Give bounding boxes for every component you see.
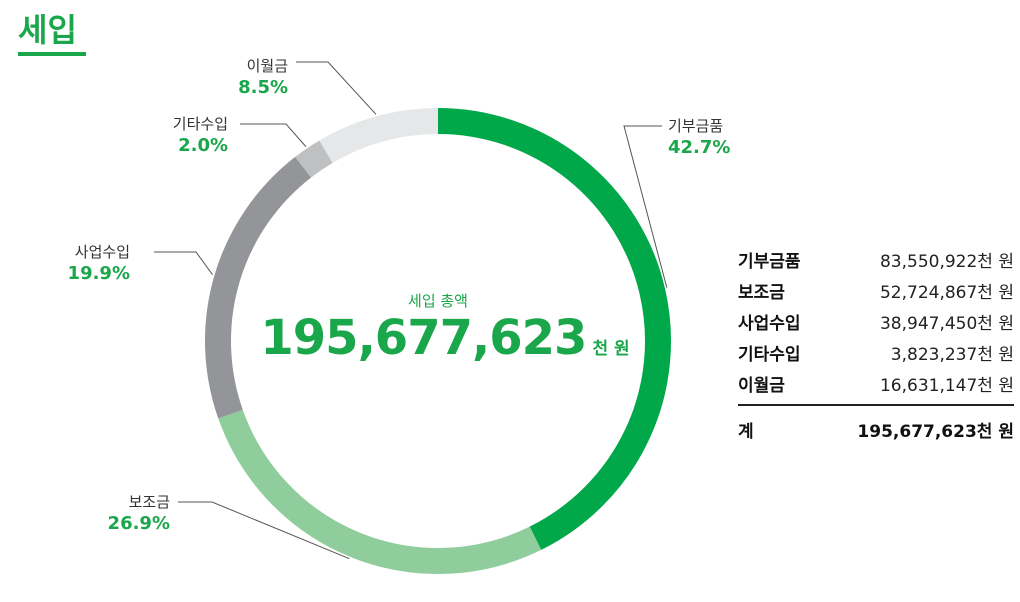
leader-lines <box>154 61 668 560</box>
table-row: 보조금 52,724,867천 원 <box>738 275 1014 306</box>
table-row: 사업수입 38,947,450천 원 <box>738 306 1014 337</box>
row-label: 보조금 <box>738 283 785 303</box>
donut-slice-4 <box>295 140 333 178</box>
donut-slice-2 <box>218 409 542 574</box>
callout-name: 이월금 <box>246 57 288 75</box>
table-row: 이월금 16,631,147천 원 <box>738 368 1014 399</box>
row-label: 기타수입 <box>738 345 801 365</box>
summary-table: 기부금품 83,550,922천 원 보조금 52,724,867천 원 사업수… <box>738 244 1014 446</box>
callout-name: 기타수입 <box>172 115 228 133</box>
table-row: 기부금품 83,550,922천 원 <box>738 244 1014 275</box>
row-label: 이월금 <box>738 376 785 396</box>
center-label: 세입 총액 <box>408 292 468 310</box>
leader-line-1 <box>623 125 668 288</box>
callout-percent: 19.9% <box>67 263 130 284</box>
leader-line-2 <box>178 501 350 560</box>
total-amount: 195,677,623천 원 <box>857 421 1014 442</box>
donut-slice-5 <box>319 108 439 163</box>
row-label: 사업수입 <box>738 314 801 334</box>
callout-percent: 42.7% <box>668 137 731 158</box>
callout-percent: 2.0% <box>178 135 228 156</box>
row-amount: 3,823,237천 원 <box>890 345 1014 365</box>
leader-line-3 <box>154 251 213 276</box>
table-row: 기타수입 3,823,237천 원 <box>738 337 1014 368</box>
callout-carryover: 이월금 8.5% <box>212 56 288 100</box>
leader-line-4 <box>240 123 307 147</box>
donut-slice-1 <box>437 108 671 550</box>
center-total-value: 195,677,623 <box>260 310 587 366</box>
title-underline <box>18 52 86 56</box>
callout-name: 사업수입 <box>74 243 130 261</box>
callout-percent: 8.5% <box>238 77 288 98</box>
donut-slice-3 <box>205 156 312 419</box>
callout-name: 기부금품 <box>668 117 724 135</box>
callout-name: 보조금 <box>128 493 170 511</box>
callout-donations: 기부금품 42.7% <box>668 116 730 160</box>
page-title: 세입 <box>18 11 77 49</box>
callout-business-income: 사업수입 19.9% <box>50 242 130 286</box>
donut-slices <box>205 108 671 574</box>
table-divider <box>738 404 1014 406</box>
row-amount: 83,550,922천 원 <box>879 252 1014 272</box>
row-amount: 52,724,867천 원 <box>879 283 1014 303</box>
callout-other-income: 기타수입 2.0% <box>150 114 228 158</box>
center-total-unit: 천 원 <box>592 339 630 359</box>
callout-subsidy: 보조금 26.9% <box>96 492 170 536</box>
row-label: 기부금품 <box>738 252 801 272</box>
total-label: 계 <box>738 421 754 442</box>
row-amount: 16,631,147천 원 <box>879 376 1014 396</box>
table-total-row: 계 195,677,623천 원 <box>738 412 1014 446</box>
leader-line-5 <box>296 61 377 115</box>
row-amount: 38,947,450천 원 <box>879 314 1014 334</box>
callout-percent: 26.9% <box>107 513 170 534</box>
center-total: 195,677,623 천 원 <box>260 310 629 380</box>
